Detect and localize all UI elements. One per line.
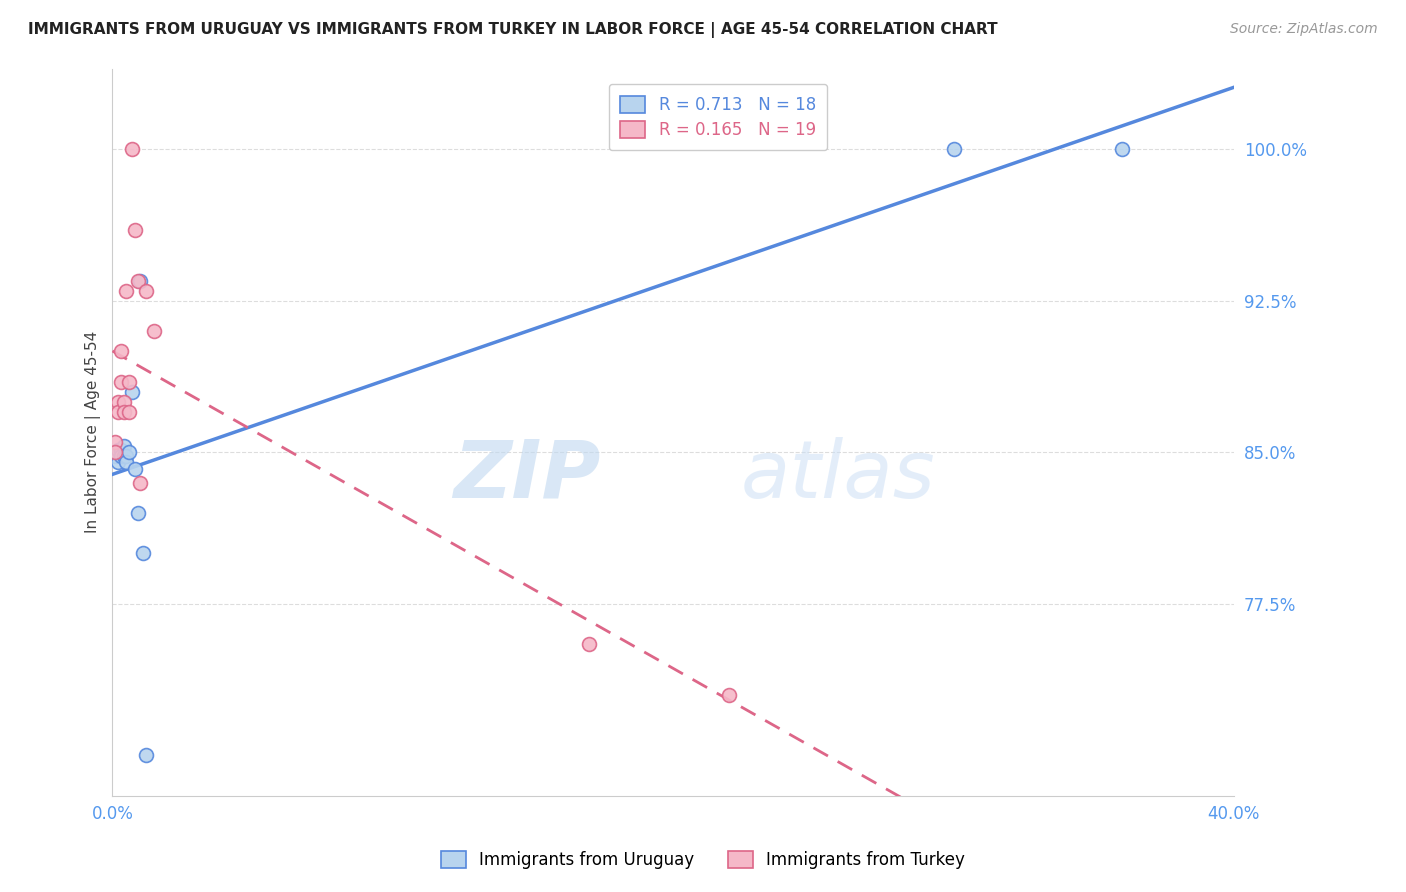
Point	[121, 384, 143, 399]
Text: IMMIGRANTS FROM URUGUAY VS IMMIGRANTS FROM TURKEY IN LABOR FORCE | AGE 45-54 COR: IMMIGRANTS FROM URUGUAY VS IMMIGRANTS FR…	[28, 22, 998, 38]
Point	[942, 142, 965, 156]
Text: atlas: atlas	[741, 437, 935, 515]
Point	[118, 375, 141, 389]
Point	[104, 435, 127, 450]
Point	[112, 450, 135, 464]
Point	[115, 450, 138, 464]
Point	[135, 284, 157, 298]
Point	[135, 748, 157, 763]
Point	[115, 455, 138, 469]
Text: Source: ZipAtlas.com: Source: ZipAtlas.com	[1230, 22, 1378, 37]
Point	[1111, 142, 1133, 156]
Point	[107, 455, 129, 469]
Point	[104, 445, 127, 459]
Point	[129, 274, 152, 288]
Point	[129, 475, 152, 490]
Point	[143, 324, 166, 338]
Point	[107, 405, 129, 419]
Point	[112, 394, 135, 409]
Legend: Immigrants from Uruguay, Immigrants from Turkey: Immigrants from Uruguay, Immigrants from…	[432, 841, 974, 880]
Point	[115, 284, 138, 298]
Point	[110, 375, 132, 389]
Text: ZIP: ZIP	[453, 437, 600, 515]
Y-axis label: In Labor Force | Age 45-54: In Labor Force | Age 45-54	[86, 331, 101, 533]
Point	[118, 405, 141, 419]
Point	[578, 637, 600, 651]
Point	[127, 506, 149, 520]
Point	[104, 450, 127, 464]
Point	[124, 461, 146, 475]
Point	[112, 439, 135, 453]
Point	[118, 445, 141, 459]
Point	[718, 688, 741, 702]
Point	[132, 546, 155, 560]
Point	[107, 443, 129, 458]
Point	[110, 344, 132, 359]
Point	[121, 142, 143, 156]
Point	[127, 274, 149, 288]
Point	[110, 450, 132, 464]
Point	[112, 405, 135, 419]
Point	[107, 394, 129, 409]
Legend: R = 0.713   N = 18, R = 0.165   N = 19: R = 0.713 N = 18, R = 0.165 N = 19	[609, 84, 828, 151]
Point	[110, 443, 132, 458]
Point	[124, 223, 146, 237]
